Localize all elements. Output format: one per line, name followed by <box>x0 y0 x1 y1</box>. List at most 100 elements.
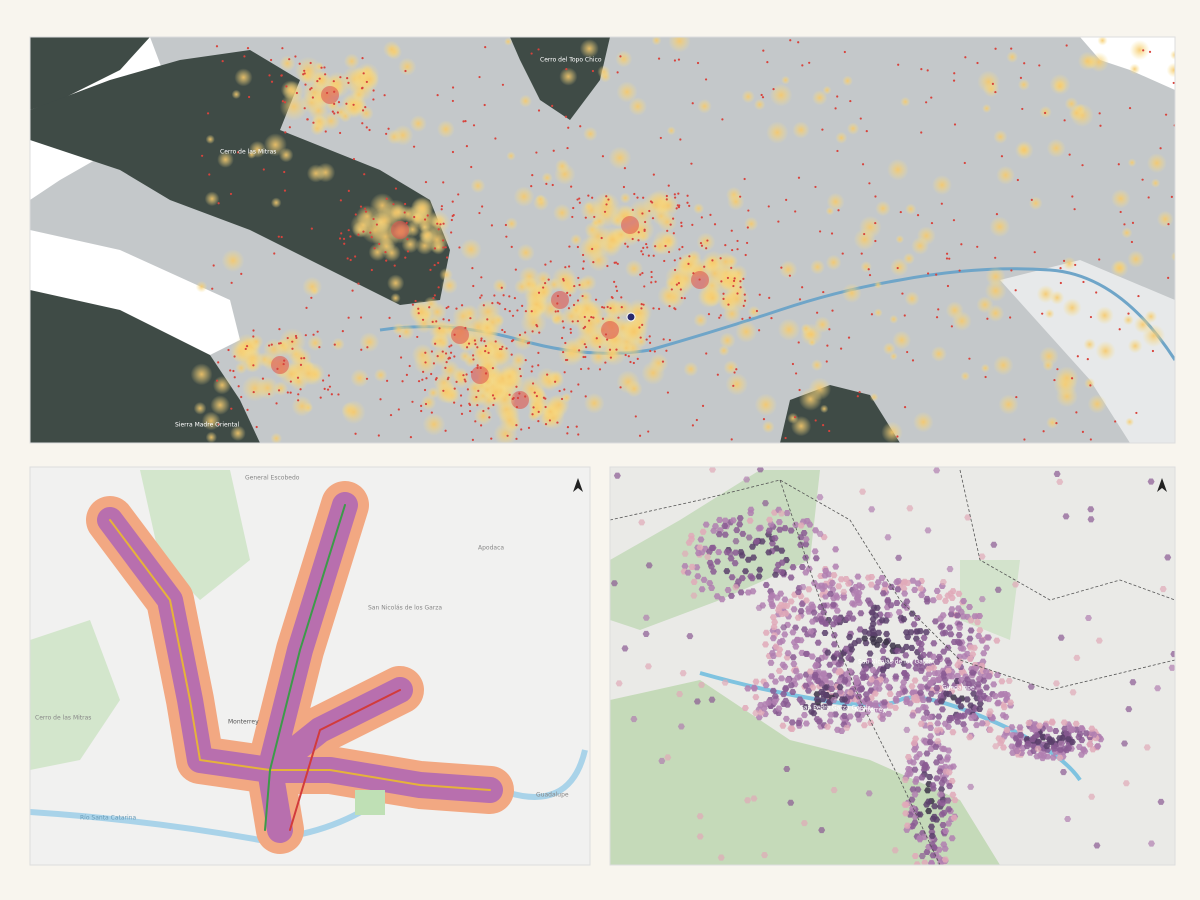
incident-dot <box>370 268 373 272</box>
incident-dot <box>604 333 608 336</box>
incident-dot <box>616 71 619 74</box>
incident-dot <box>636 196 639 199</box>
incident-dot <box>445 256 449 259</box>
incident-dot <box>676 204 679 207</box>
hex-cell <box>816 530 824 537</box>
hex-cell <box>778 675 786 682</box>
incident-dot <box>513 296 516 300</box>
incident-dot <box>277 342 281 345</box>
hex-cell <box>878 575 886 582</box>
hex-cell <box>978 662 986 669</box>
incident-dot <box>530 52 533 55</box>
incident-dot <box>498 302 501 305</box>
hex-cell <box>1080 746 1088 753</box>
hex-cell <box>1056 754 1064 761</box>
incident-dot <box>1089 315 1093 319</box>
hex-cell <box>1033 732 1041 739</box>
hex-cell <box>990 541 998 548</box>
focus-point <box>626 312 636 322</box>
hex-cell <box>855 637 863 644</box>
incident-dot <box>531 330 534 333</box>
hex-cell <box>928 875 935 881</box>
incident-dot <box>281 47 284 50</box>
incident-dot <box>631 208 634 211</box>
incident-dot <box>302 73 305 76</box>
incident-dot <box>991 82 994 85</box>
incident-dot <box>576 320 579 323</box>
hex-cell <box>776 526 784 533</box>
incident-dot <box>255 425 258 429</box>
incident-dot <box>760 93 763 97</box>
incident-dot <box>538 331 541 334</box>
hex-cell <box>929 872 936 878</box>
incident-dot <box>318 77 321 80</box>
incident-dot <box>433 247 437 250</box>
incident-dot <box>578 201 581 204</box>
incident-dot <box>387 127 390 130</box>
incident-dot <box>1167 276 1170 279</box>
hex-cell <box>742 568 750 575</box>
incident-dot <box>359 205 363 208</box>
hex-cell <box>766 516 774 523</box>
hex-cell <box>986 726 994 733</box>
incident-dot <box>365 80 368 84</box>
incident-dot <box>736 292 739 295</box>
heat-glow <box>411 343 434 366</box>
hex-cell <box>1122 780 1130 787</box>
incident-dot <box>1033 251 1036 254</box>
hex-cell <box>694 573 702 580</box>
hex-cell <box>908 610 916 617</box>
heat-glow <box>559 67 578 86</box>
hex-cell <box>969 651 977 658</box>
hex-cell <box>805 586 813 593</box>
incident-dot <box>470 165 473 169</box>
incident-dot <box>359 316 363 319</box>
incident-dot <box>423 218 427 221</box>
hex-cell <box>926 774 934 781</box>
incident-dot <box>316 79 319 83</box>
hex-cell <box>732 584 740 591</box>
heat-glow <box>1127 250 1145 268</box>
hex-cell <box>789 564 797 571</box>
incident-dot <box>365 126 368 129</box>
hex-cell <box>790 660 798 667</box>
hex-cell <box>882 639 890 646</box>
heat-glow <box>960 371 970 381</box>
incident-dot <box>433 294 436 297</box>
hex-layer <box>610 467 1175 881</box>
hex-cell <box>813 696 821 703</box>
heat-glow <box>1095 340 1116 362</box>
incident-dot <box>487 351 490 354</box>
heat-glow <box>583 392 605 414</box>
heat-glow <box>651 37 662 46</box>
hex-cell <box>693 698 701 705</box>
hex-cell <box>756 467 764 473</box>
hex-cell <box>976 705 984 712</box>
incident-dot <box>338 131 342 135</box>
heat-glow <box>361 216 389 244</box>
hex-cell <box>782 715 790 722</box>
incident-dot <box>733 277 736 280</box>
heat-glow <box>1087 394 1107 414</box>
incident-dot <box>351 289 354 292</box>
incident-dot <box>537 420 540 423</box>
incident-dot <box>591 196 594 199</box>
incident-dot <box>515 424 518 427</box>
incident-dot <box>1015 395 1018 399</box>
heat-glow <box>520 276 537 292</box>
incident-dot <box>666 229 669 232</box>
incident-dot <box>591 247 594 251</box>
incident-dot <box>464 326 467 330</box>
hex-cell <box>879 666 887 673</box>
incident-dot <box>976 61 979 65</box>
incident-dot <box>733 371 736 374</box>
incident-dot <box>730 266 733 269</box>
hex-cell <box>710 527 718 534</box>
hex-cell <box>728 574 736 581</box>
incident-dot <box>435 376 438 380</box>
hex-cell <box>938 800 946 807</box>
hot-spot <box>271 356 289 374</box>
incident-dot <box>462 120 465 123</box>
incident-dot <box>217 361 220 364</box>
heat-glow <box>195 280 208 293</box>
